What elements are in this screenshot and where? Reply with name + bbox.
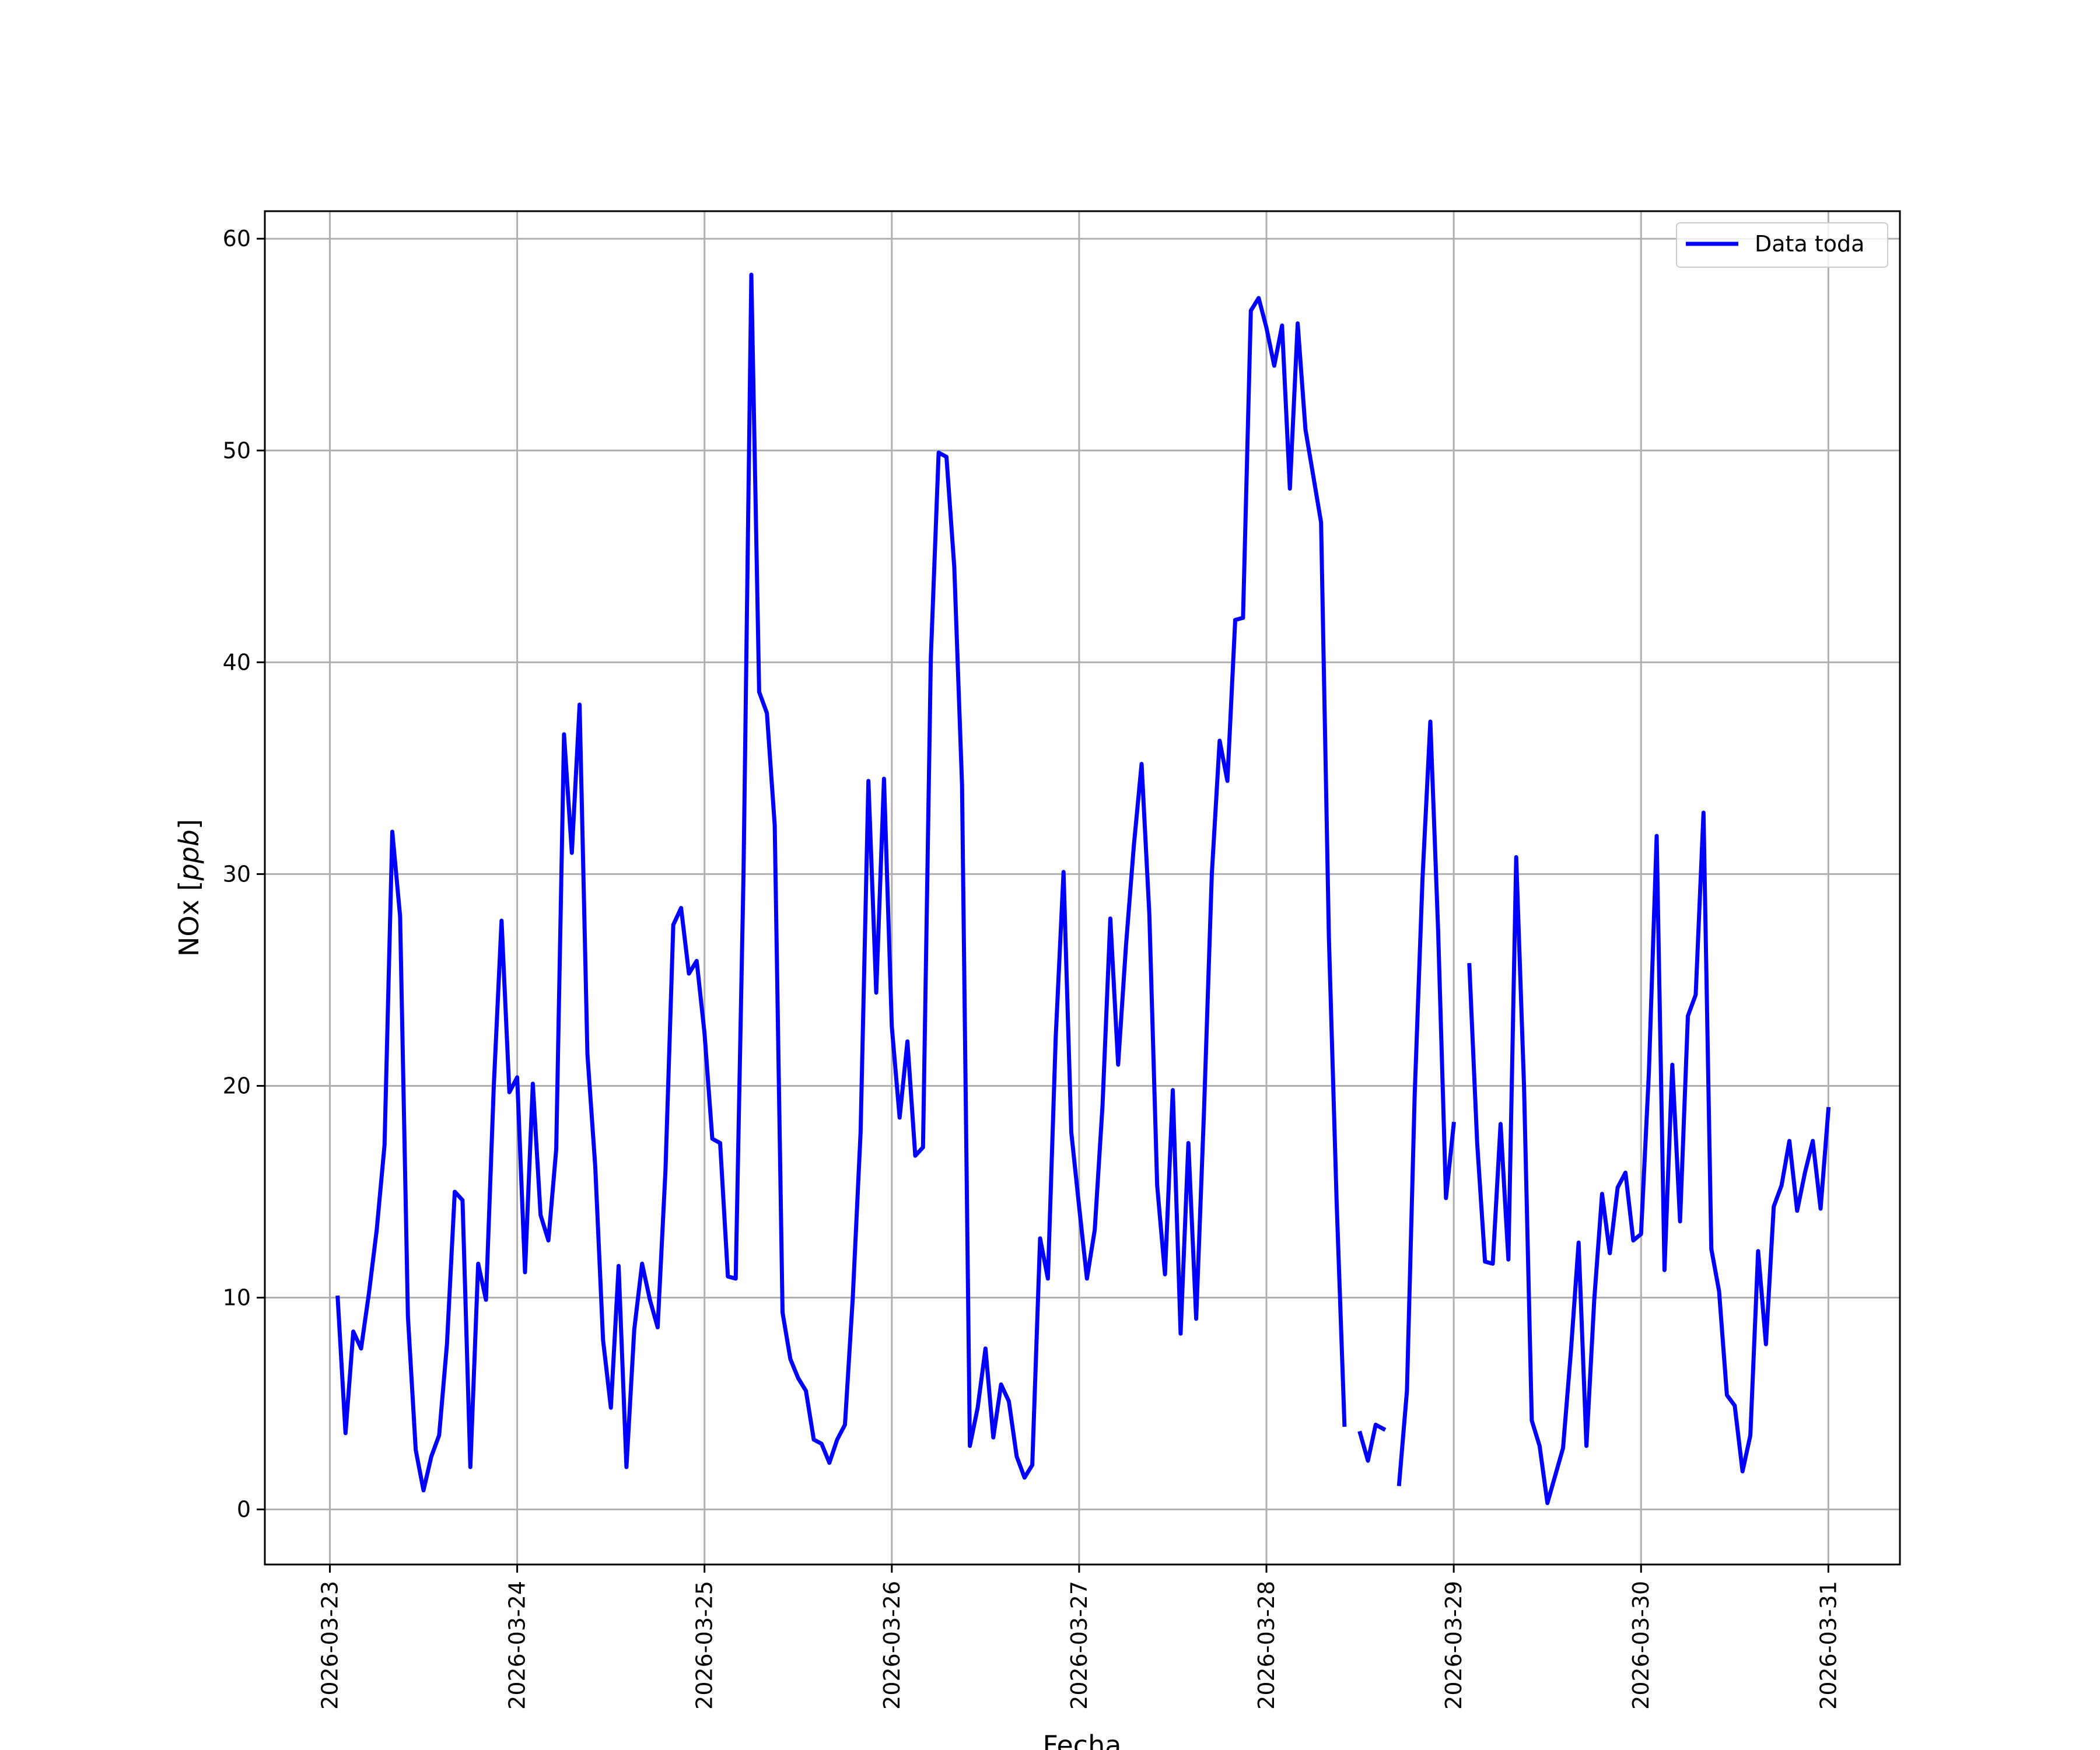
y-tick-label: 40: [223, 649, 251, 675]
x-tick-label: 2026-03-30: [1628, 1581, 1654, 1710]
series-data-toda: [335, 272, 1831, 1506]
x-tick-label: 2026-03-26: [879, 1581, 905, 1710]
plot-area-frame: [264, 210, 1901, 1566]
y-tick-label: 30: [223, 861, 251, 887]
series-line-segment: [1467, 810, 1831, 1506]
legend-box: [1676, 222, 1888, 268]
x-tick-label: 2026-03-25: [692, 1581, 718, 1710]
x-tick-label: 2026-03-23: [317, 1581, 342, 1710]
series-line-segment: [1396, 719, 1456, 1486]
grid-lines: [265, 211, 1900, 1564]
y-tick-label: 20: [223, 1073, 251, 1098]
legend-label: Data toda: [1755, 231, 1864, 257]
x-tick-label: 2026-03-27: [1066, 1581, 1092, 1710]
y-tick-label: 60: [223, 226, 251, 251]
x-tick-label: 2026-03-28: [1254, 1581, 1279, 1710]
x-axis-title: Fecha: [1043, 1730, 1122, 1750]
y-tick-label: 0: [237, 1497, 251, 1522]
x-tick-label: 2026-03-31: [1815, 1581, 1841, 1710]
series-line-segment: [1357, 1422, 1387, 1463]
series-line-segment: [335, 272, 1347, 1493]
axis-ticks: 2026-03-23 2026-03-24 2026-03-25 2026-03-26…: [223, 226, 1842, 1710]
y-tick-label: 10: [223, 1285, 251, 1311]
y-tick-label: 50: [223, 438, 251, 463]
x-tick-label: 2026-03-29: [1441, 1581, 1466, 1710]
y-axis-title: NOx [ppb]: [173, 819, 205, 957]
x-tick-label: 2026-03-24: [505, 1581, 530, 1710]
legend: Data toda: [1676, 222, 1888, 268]
